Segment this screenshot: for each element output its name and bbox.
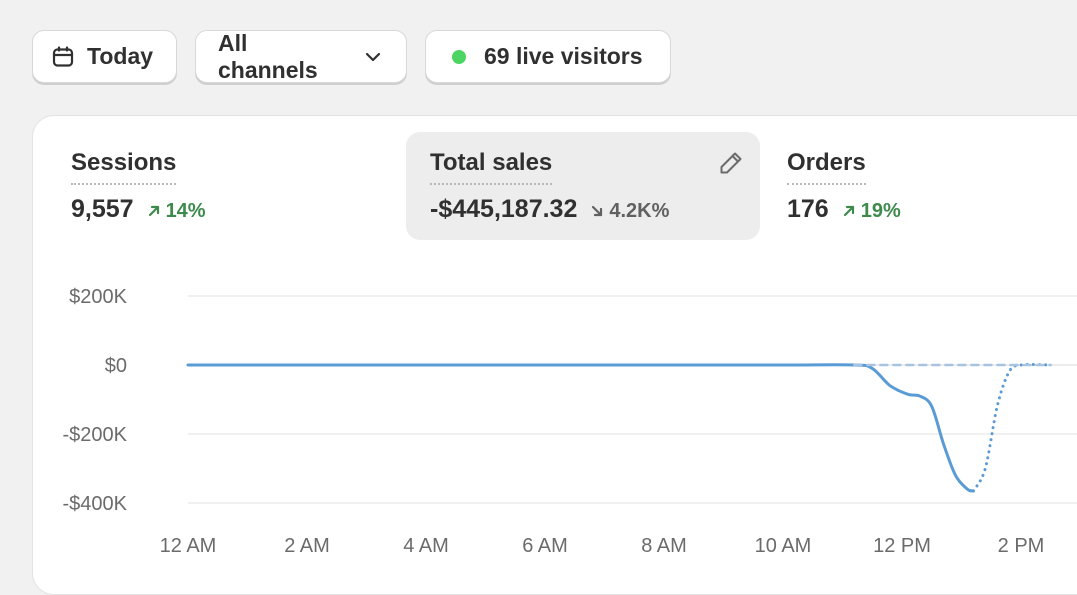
metric-delta-value: 14% bbox=[165, 199, 206, 222]
live-visitors-button[interactable]: 69 live visitors bbox=[425, 30, 671, 83]
metric-delta: 19% bbox=[843, 200, 901, 223]
metric-sessions[interactable]: Sessions 9,557 14% bbox=[47, 132, 377, 240]
date-range-button[interactable]: Today bbox=[32, 30, 177, 83]
x-tick-label: 12 PM bbox=[873, 535, 931, 557]
metric-total-sales[interactable]: Total sales -$445,187.32 4.2K% bbox=[406, 132, 760, 240]
series-line-solid bbox=[186, 363, 975, 493]
live-visitors-label: 69 live visitors bbox=[484, 43, 643, 69]
series-line-dotted bbox=[971, 362, 1053, 493]
metric-label: Sessions bbox=[71, 149, 177, 185]
metric-orders[interactable]: Orders 176 19% bbox=[763, 132, 1073, 240]
metric-label: Total sales bbox=[430, 149, 553, 185]
chevron-down-icon bbox=[364, 48, 382, 66]
metric-delta-value: 4.2K% bbox=[609, 199, 670, 222]
y-tick-label: $0 bbox=[105, 355, 127, 377]
x-tick-label: 10 AM bbox=[755, 535, 812, 557]
metric-value: 176 bbox=[787, 195, 829, 223]
metric-value: 9,557 bbox=[71, 195, 134, 223]
arrow-up-right-icon bbox=[148, 205, 159, 217]
y-tick-label: -$200K bbox=[63, 424, 128, 446]
x-tick-label: 12 AM bbox=[160, 535, 217, 557]
x-tick-label: 6 AM bbox=[522, 535, 568, 557]
toolbar: Today All channels 69 live visitors bbox=[32, 30, 671, 83]
analytics-card: Sessions 9,557 14% Total sales -$445,187… bbox=[32, 115, 1077, 595]
metric-delta-value: 19% bbox=[860, 199, 901, 222]
pencil-icon[interactable] bbox=[718, 150, 744, 181]
x-tick-label: 8 AM bbox=[641, 535, 687, 557]
live-status-dot-icon bbox=[452, 49, 466, 64]
channels-label: All channels bbox=[218, 29, 318, 83]
x-tick-label: 4 AM bbox=[403, 535, 449, 557]
y-tick-label: -$400K bbox=[63, 493, 128, 515]
metric-delta: 14% bbox=[148, 200, 206, 223]
x-tick-label: 2 AM bbox=[284, 535, 330, 557]
x-tick-label: 2 PM bbox=[998, 535, 1045, 557]
arrow-up-right-icon bbox=[843, 205, 854, 217]
sales-line-chart: $200K $0 -$200K -$400K 12 AM 2 AM 4 AM 6 AM 8 AM… bbox=[63, 286, 1077, 557]
metric-value: -$445,187.32 bbox=[430, 195, 578, 223]
calendar-icon bbox=[51, 45, 75, 69]
metric-label: Orders bbox=[787, 149, 866, 185]
arrow-down-right-icon bbox=[592, 205, 603, 217]
y-tick-label: $200K bbox=[69, 286, 127, 308]
date-range-label: Today bbox=[87, 43, 154, 69]
channels-dropdown[interactable]: All channels bbox=[195, 30, 407, 83]
metric-delta: 4.2K% bbox=[591, 200, 669, 223]
